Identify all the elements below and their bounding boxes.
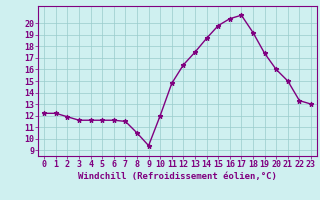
X-axis label: Windchill (Refroidissement éolien,°C): Windchill (Refroidissement éolien,°C) bbox=[78, 172, 277, 181]
